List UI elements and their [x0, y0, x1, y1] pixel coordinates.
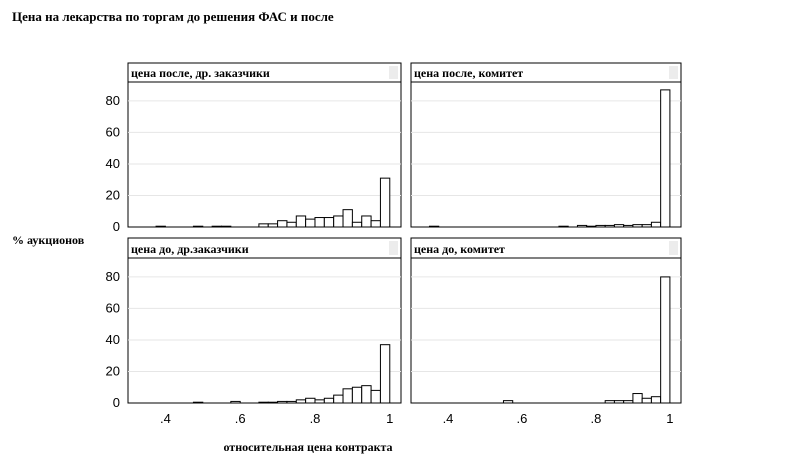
x-tick-label: .8 — [591, 411, 602, 426]
y-axis-label: % аукционов — [12, 233, 85, 247]
histogram-bar — [613, 400, 625, 404]
histogram-bar — [660, 276, 671, 404]
x-tick-label: .4 — [160, 411, 171, 426]
histogram-bar — [342, 388, 353, 404]
histogram-bar — [314, 399, 325, 404]
histogram-bar — [361, 215, 372, 228]
histogram-bar — [286, 221, 297, 228]
histogram-bar — [342, 209, 353, 228]
histogram-bar — [192, 401, 204, 404]
panel-header-label: цена после, комитет — [414, 66, 523, 80]
x-tick-label: .8 — [310, 411, 321, 426]
histogram-bar — [333, 215, 344, 228]
panel-header-scroll-marker — [669, 66, 678, 79]
panel-header — [127, 237, 402, 259]
chart-title: Цена на лекарства по торгам до решения Ф… — [12, 9, 334, 24]
panel-frame — [410, 237, 682, 404]
panel-3: цена до, др.заказчики 0 20 40 60 80 .4 .6 .8 1 — [106, 237, 402, 426]
histogram-bar — [295, 399, 307, 404]
histogram-bar — [258, 401, 269, 404]
x-tick-label: 1 — [666, 411, 673, 426]
panel-frame — [127, 62, 402, 228]
histogram-bar — [323, 397, 335, 404]
y-tick-label: 80 — [106, 93, 120, 108]
y-tick-label: 60 — [106, 124, 120, 139]
panel-4: цена до, комитет .4 .6 .8 1 — [410, 237, 682, 426]
histogram-bar — [305, 397, 316, 404]
x-axis-label: относительная цена контракта — [223, 440, 392, 454]
y-tick-label: 20 — [106, 187, 120, 202]
histogram-bar — [370, 220, 381, 228]
histogram-bar — [277, 400, 288, 404]
histogram-bar — [351, 386, 363, 404]
histogram-bar — [370, 389, 381, 404]
histogram-bar — [595, 224, 606, 228]
panel-header-scroll-marker — [389, 241, 398, 255]
y-tick-label: 40 — [106, 156, 120, 171]
histogram-bar — [286, 400, 297, 404]
panel-header-label: цена до, др.заказчики — [131, 242, 249, 256]
y-tick-label: 0 — [113, 219, 120, 234]
panel-1: цена после, др. заказчики 0 20 40 60 80 — [106, 62, 402, 234]
histogram-bar — [305, 218, 316, 228]
panel-header-label: цена после, др. заказчики — [131, 66, 270, 80]
panel-header-label: цена до, комитет — [414, 242, 505, 256]
histogram-bar — [576, 224, 588, 228]
x-tick-label: .6 — [517, 411, 528, 426]
histogram-bar — [192, 225, 204, 228]
panel-header — [410, 62, 682, 83]
panel-header-scroll-marker — [669, 241, 678, 255]
histogram-bar — [258, 223, 269, 228]
histogram-bar — [211, 225, 222, 228]
panel-frame — [127, 237, 402, 404]
histogram-bar — [361, 385, 372, 404]
histogram-bar — [267, 401, 279, 404]
histogram-bar — [351, 221, 363, 228]
histogram-bar — [155, 225, 166, 228]
y-tick-label: 60 — [106, 300, 120, 315]
panel-frame — [410, 62, 682, 228]
histogram-bar — [650, 221, 662, 228]
y-tick-label: 80 — [106, 269, 120, 284]
histogram-bar — [220, 225, 232, 228]
histogram-bar — [650, 396, 662, 404]
histogram-bar — [641, 397, 652, 404]
histogram-bar — [613, 224, 625, 228]
histogram-bar — [379, 177, 391, 228]
panel-header — [410, 237, 682, 259]
histogram-bar — [623, 400, 634, 404]
panel-header — [127, 62, 402, 83]
y-tick-label: 20 — [106, 363, 120, 378]
x-tick-label: .4 — [443, 411, 454, 426]
x-tick-label: 1 — [386, 411, 393, 426]
histogram-bar — [295, 215, 307, 228]
histogram-bar — [586, 225, 597, 228]
panel-2: цена после, комитет — [410, 62, 682, 228]
histogram-bar — [379, 344, 391, 404]
histogram-bar — [632, 224, 643, 228]
histogram-bar — [277, 220, 288, 228]
histogram-bar — [641, 224, 652, 228]
histogram-bar — [604, 400, 615, 404]
histogram-bar — [502, 400, 514, 404]
histogram-bar — [660, 89, 671, 228]
histogram-bar — [314, 217, 325, 228]
histogram-bar — [428, 225, 440, 228]
histogram-bar — [632, 393, 643, 404]
histogram-bar — [558, 225, 569, 228]
y-tick-label: 0 — [113, 395, 120, 410]
histogram-bar — [267, 223, 279, 228]
histogram-bar — [623, 224, 634, 228]
y-tick-label: 40 — [106, 332, 120, 347]
histogram-bar — [333, 394, 344, 404]
histogram-bar — [230, 400, 241, 404]
histogram-bar — [604, 224, 615, 228]
histogram-bar — [323, 217, 335, 228]
panel-header-scroll-marker — [389, 66, 398, 79]
x-tick-label: .6 — [235, 411, 246, 426]
